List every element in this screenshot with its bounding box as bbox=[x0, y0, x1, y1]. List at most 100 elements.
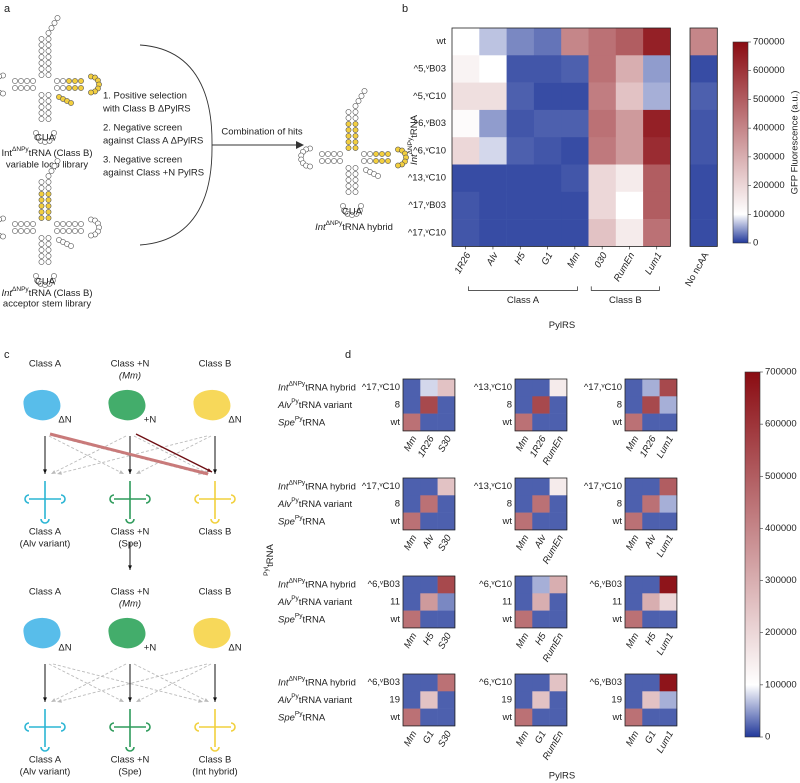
arrow bbox=[48, 663, 125, 703]
arrow bbox=[48, 435, 125, 475]
heatmap-cell bbox=[625, 691, 643, 709]
row-label-part: ΔNPy bbox=[289, 480, 306, 487]
library-label-part: ΔNPy bbox=[12, 286, 29, 293]
heatmap-cell bbox=[452, 28, 480, 56]
nucleotide bbox=[68, 100, 74, 106]
heatmap-cell bbox=[437, 691, 456, 709]
heatmap-cell bbox=[549, 512, 568, 531]
nucleotide bbox=[38, 203, 45, 209]
nucleotide bbox=[352, 133, 359, 139]
trna-label: Class B bbox=[199, 527, 232, 538]
heatmap-cell bbox=[515, 413, 533, 432]
heatmap-cell bbox=[659, 576, 678, 594]
row-label-part: ΔNPy bbox=[289, 676, 306, 683]
heatmap-cell bbox=[643, 219, 671, 247]
column-label: Mm bbox=[514, 729, 531, 748]
heatmap-cell bbox=[533, 28, 562, 56]
class-label: Class B bbox=[199, 587, 232, 598]
arrow-head bbox=[51, 470, 56, 474]
row-label: ^6,ᵛB03 bbox=[414, 118, 446, 129]
panel-label: a bbox=[4, 3, 11, 15]
heatmap-cell bbox=[452, 137, 480, 165]
nucleotide bbox=[361, 151, 367, 157]
nucleotide bbox=[38, 209, 45, 215]
nucleotide bbox=[38, 104, 45, 110]
column-label: Mm bbox=[624, 533, 641, 552]
column-label: Mm bbox=[514, 533, 531, 552]
heatmap-cell bbox=[549, 379, 568, 397]
heatmap-border bbox=[514, 673, 568, 727]
step: 1. Positive selection bbox=[103, 91, 187, 102]
arrow-head bbox=[207, 468, 212, 472]
heatmap-cell bbox=[515, 576, 533, 594]
nucleotide bbox=[38, 72, 45, 78]
row-label: ^17,ᵛB03 bbox=[408, 200, 446, 211]
heatmap-cell bbox=[506, 28, 535, 56]
heatmap-cell bbox=[420, 576, 438, 594]
enzyme-mark: ΔN bbox=[58, 643, 71, 654]
y-axis-label: IntΔNPytRNA bbox=[407, 114, 419, 165]
row-label-part: tRNA hybrid bbox=[305, 382, 356, 393]
heatmap-cell bbox=[561, 137, 589, 165]
heatmap-cell bbox=[532, 478, 550, 496]
nucleotide bbox=[379, 158, 385, 164]
heatmap-cell bbox=[403, 413, 421, 432]
colorbar-tick-label: 700000 bbox=[753, 37, 785, 48]
heatmap-cell bbox=[452, 109, 480, 138]
row-label-part: Alv bbox=[277, 694, 292, 705]
heatmap-cell bbox=[479, 164, 507, 193]
heatmap-cell bbox=[615, 82, 644, 111]
colorbar-tick-label: 300000 bbox=[753, 151, 785, 162]
nucleotide bbox=[45, 191, 52, 197]
column-label: RumEn bbox=[612, 251, 637, 284]
heatmap-cell bbox=[420, 478, 438, 496]
row-label: ^17,ᵛC10 bbox=[362, 382, 400, 393]
arrow bbox=[49, 432, 209, 476]
nucleotide bbox=[331, 151, 337, 157]
nucleotide bbox=[54, 221, 60, 227]
row-label: AlvPytRNA variant bbox=[277, 497, 352, 509]
heatmap-cell bbox=[643, 191, 671, 220]
colorbar-tick-label: 400000 bbox=[765, 523, 797, 534]
anticodon: CUA bbox=[35, 277, 56, 288]
heatmap-cell bbox=[625, 512, 643, 531]
column-label: 1R26 bbox=[416, 434, 437, 460]
row-label-part: Py bbox=[291, 693, 299, 700]
nucleotide bbox=[30, 78, 36, 84]
row-label: 8 bbox=[395, 399, 400, 410]
nucleotide bbox=[12, 78, 18, 84]
heatmap-cell bbox=[549, 396, 568, 414]
heatmap-cell bbox=[479, 55, 507, 83]
nucleotide bbox=[54, 15, 61, 21]
heatmap-cell bbox=[533, 82, 562, 111]
nucleotide bbox=[38, 191, 45, 197]
anticodon: CUA bbox=[342, 207, 363, 218]
nucleotide bbox=[12, 85, 18, 91]
heatmap-cell bbox=[437, 674, 456, 692]
y-axis-label-part: Pyl bbox=[263, 566, 270, 576]
heatmap-cell bbox=[561, 55, 589, 83]
nucleotide bbox=[60, 78, 66, 84]
heatmap-cell bbox=[588, 137, 617, 165]
row-label: SpePytRNA bbox=[278, 415, 326, 427]
heatmap-cell bbox=[625, 495, 643, 513]
anticodon: CUA bbox=[35, 133, 56, 144]
heatmap-cell bbox=[588, 109, 617, 138]
enzyme-mark: ΔN bbox=[228, 415, 241, 426]
nucleotide bbox=[30, 221, 36, 227]
nucleotide bbox=[38, 48, 45, 54]
nucleotide bbox=[38, 241, 45, 247]
heatmap-cell bbox=[588, 55, 617, 83]
heatmap-cell bbox=[532, 396, 550, 414]
row-label-part: Spe bbox=[278, 417, 295, 428]
heatmap-cell bbox=[420, 512, 438, 531]
colorbar-tick-label: 200000 bbox=[753, 180, 785, 191]
nucleotide bbox=[379, 151, 385, 157]
column-label: Lum1 bbox=[655, 533, 676, 559]
nucleotide bbox=[88, 232, 94, 239]
row-label: wt bbox=[502, 614, 513, 625]
row-label-part: Int bbox=[278, 481, 289, 492]
heatmap-cell bbox=[643, 164, 671, 193]
nucleotide bbox=[385, 151, 391, 157]
row-label-part: tRNA bbox=[303, 516, 326, 527]
